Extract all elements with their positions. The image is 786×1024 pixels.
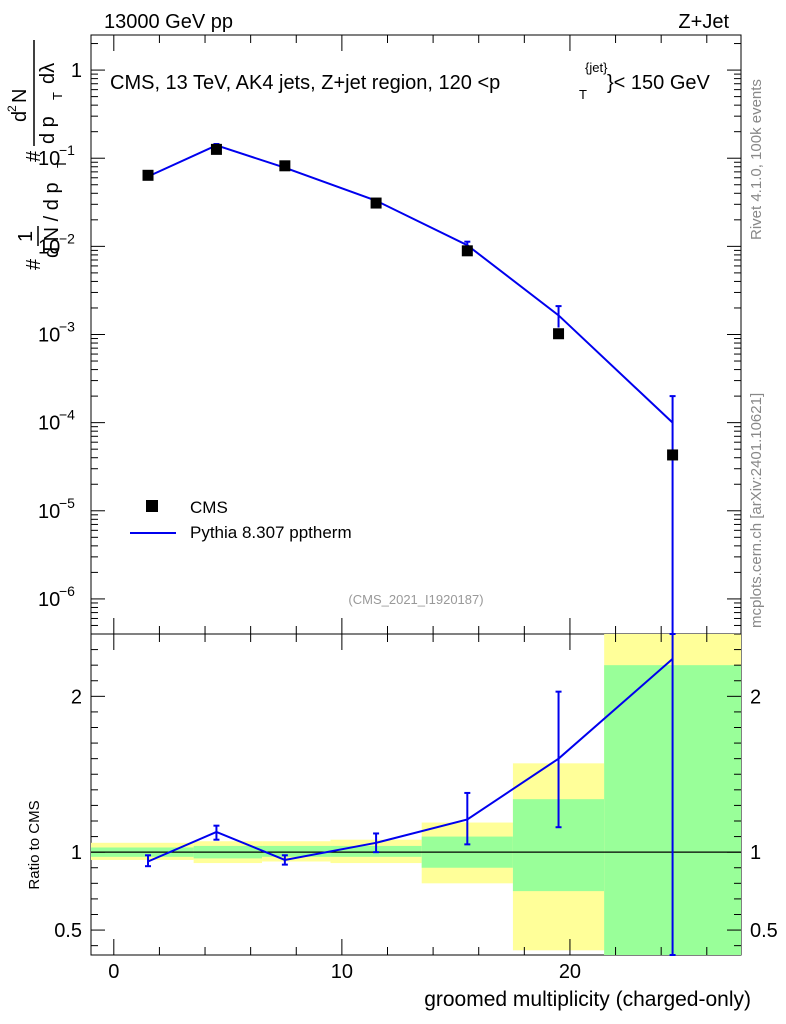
- ylabel-d: d: [9, 111, 31, 122]
- ylabel-dlambda: dλ: [37, 63, 59, 84]
- main-ytick-exp-3: −3: [59, 319, 75, 335]
- main-frame: [90, 34, 742, 635]
- main-mc-series: [145, 142, 676, 634]
- ylabel-sup-2: 2: [5, 105, 19, 112]
- main-title-text: CMS, 13 TeV, AK4 jets, Z+jet region, 120…: [110, 72, 500, 94]
- ratio-ytick-label-right-1: 1: [750, 842, 761, 864]
- main-ylabel: # 1 d N / d p T # d 2 N d p T dλ: [5, 40, 69, 270]
- ratio-ylabel: Ratio to CMS: [26, 800, 43, 889]
- ratio-mc-series: [145, 633, 676, 956]
- ylabel-sub-t: T: [54, 160, 69, 168]
- ratio-ytick-label-right-2: 2: [750, 686, 761, 708]
- ratio-ytick-label-right-0: 0.5: [750, 920, 778, 942]
- main-ytick-exp-4: −2: [59, 230, 75, 246]
- data-point-2: [279, 160, 291, 172]
- rivet-version-label: Rivet 4.1.0, 100k events: [748, 79, 765, 240]
- ylabel-one: 1: [15, 231, 37, 242]
- main-title: CMS, 13 TeV, AK4 jets, Z+jet region, 120…: [110, 60, 711, 102]
- main-ytick-exp-5: −1: [59, 142, 75, 158]
- xtick-label-2: 20: [559, 961, 581, 983]
- legend-data-marker: [146, 500, 158, 512]
- ylabel-n: N: [9, 89, 31, 103]
- data-point-0: [142, 169, 154, 181]
- x-axis: 0 10 20: [108, 35, 708, 983]
- main-ytick-exp-2: −4: [59, 407, 75, 423]
- ratio-ytick-label-left-0: 0.5: [54, 920, 82, 942]
- main-ytick-label-1: 10: [38, 501, 60, 523]
- main-ytick-label-5: 10: [38, 148, 60, 170]
- ylabel-hash-1: #: [23, 258, 45, 270]
- main-title-sub: T: [579, 87, 587, 102]
- ratio-ytick-label-left-2: 2: [71, 686, 82, 708]
- legend: CMS Pythia 8.307 pptherm: [130, 498, 352, 542]
- ratio-bands: [91, 634, 741, 955]
- data-point-6: [667, 449, 679, 461]
- data-point-1: [210, 143, 222, 155]
- ylabel-dn-dpt: d N / d p: [41, 182, 63, 258]
- mcplots-label: mcplots.cern.ch [arXiv:2401.10621]: [748, 393, 765, 628]
- analysis-id: (CMS_2021_I1920187): [348, 592, 483, 607]
- main-ytick-exp-1: −5: [59, 495, 75, 511]
- main-ytick-label-2: 10: [38, 413, 60, 435]
- main-mc-line: [147, 144, 674, 424]
- ratio-y-axis: 0.5 0.5 1 1 2 2: [54, 633, 778, 947]
- main-ytick-exp-0: −6: [59, 583, 75, 599]
- ylabel-dpt: d p: [37, 116, 59, 144]
- legend-data-label: CMS: [190, 498, 228, 517]
- ylabel-hash-2: #: [23, 150, 45, 162]
- xtick-label-0: 0: [108, 961, 119, 983]
- data-point-5: [553, 328, 565, 340]
- ylabel-sub-t-2: T: [50, 92, 65, 100]
- main-data-series: [142, 143, 679, 461]
- data-point-3: [370, 197, 382, 209]
- data-point-4: [461, 245, 473, 257]
- main-y-axis: 10−610−510−410−310−210−11: [38, 43, 741, 635]
- xtick-label-1: 10: [331, 961, 353, 983]
- main-title-sup: {jet}: [585, 60, 608, 75]
- x-axis-label: groomed multiplicity (charged-only): [424, 988, 751, 1011]
- legend-mc-label: Pythia 8.307 pptherm: [190, 523, 352, 542]
- ratio-ytick-label-left-1: 1: [71, 842, 82, 864]
- header-left: 13000 GeV pp: [104, 11, 233, 33]
- ratio-inner-band-2: [262, 845, 331, 857]
- main-ytick-label-0: 10: [38, 589, 60, 611]
- main-ytick-label-3: 10: [38, 325, 60, 347]
- main-ytick-label-4: 10: [38, 236, 60, 258]
- main-title-tail: }< 150 GeV: [607, 72, 711, 94]
- main-ytick-label-6: 1: [71, 60, 82, 82]
- header-right: Z+Jet: [678, 11, 729, 33]
